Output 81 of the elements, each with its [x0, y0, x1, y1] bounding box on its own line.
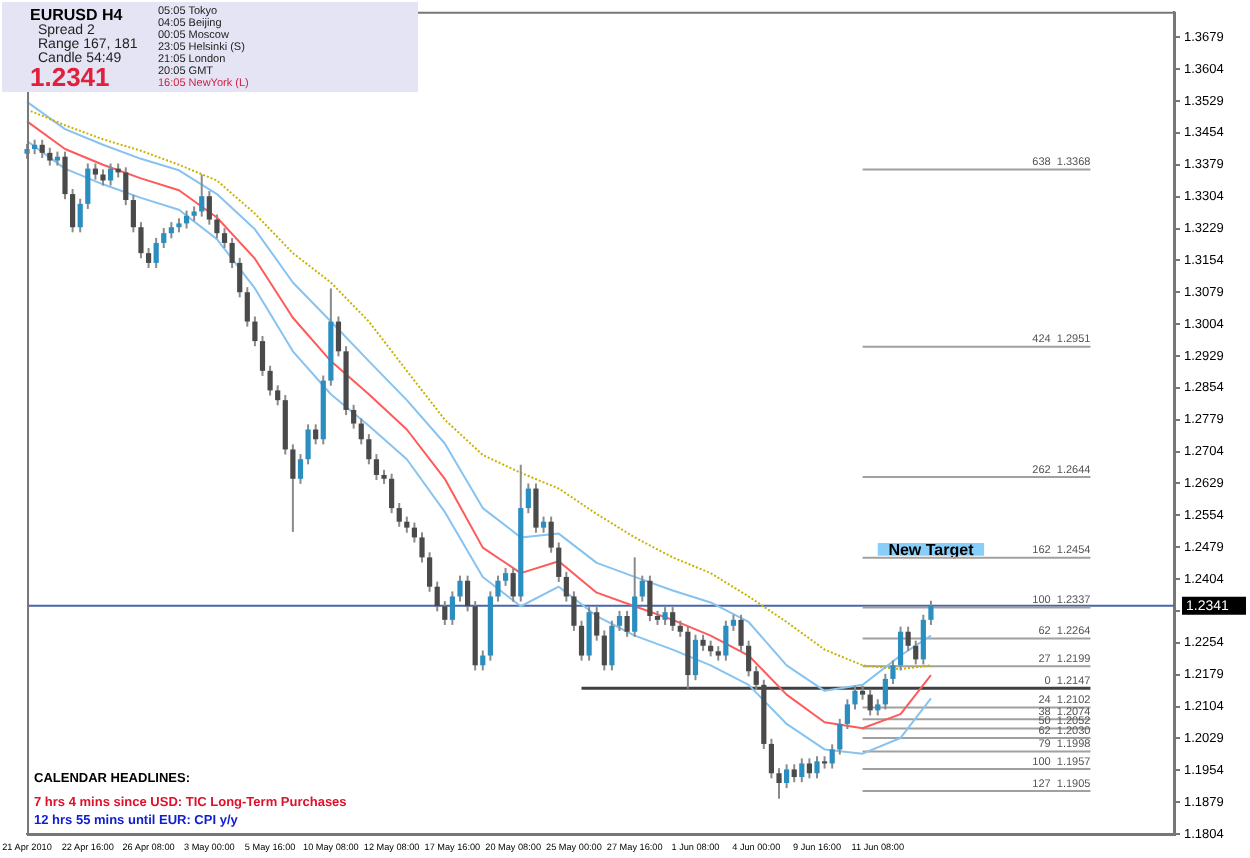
candlestick: [290, 443, 296, 533]
candlestick: [738, 613, 744, 652]
candlestick: [427, 551, 433, 593]
candlestick: [837, 717, 843, 756]
candlestick: [275, 384, 281, 407]
candlestick: [533, 482, 539, 534]
candlestick: [495, 574, 501, 603]
candlestick: [639, 574, 645, 603]
candlestick: [692, 633, 699, 682]
candlestick: [768, 737, 775, 780]
candlestick: [806, 757, 812, 780]
candlestick: [313, 423, 319, 446]
candlestick: [161, 227, 167, 250]
candlestick: [829, 743, 835, 770]
candlestick: [647, 574, 653, 623]
candlestick: [85, 162, 91, 210]
candlestick: [237, 256, 243, 299]
candlestick: [373, 453, 380, 482]
candlestick: [632, 556, 638, 638]
candlestick: [548, 515, 554, 554]
candlestick: [123, 166, 129, 207]
candlestick: [214, 213, 220, 240]
candlestick: [920, 613, 926, 666]
candlestick: [609, 619, 615, 672]
candlestick: [624, 609, 630, 638]
candlestick: [252, 315, 258, 348]
candlestick: [153, 236, 159, 270]
candlestick: [244, 286, 250, 328]
candlestick: [335, 315, 342, 358]
candlestick: [784, 763, 790, 790]
candlestick: [928, 599, 934, 626]
candlestick: [77, 197, 83, 234]
candlestick: [890, 659, 896, 686]
candlestick: [358, 417, 364, 446]
candlestick: [913, 639, 919, 666]
candlestick: [586, 606, 592, 662]
candlestick: [905, 625, 911, 652]
candlestick: [571, 590, 577, 632]
candlestick: [746, 639, 752, 678]
candlestick: [138, 221, 144, 260]
candlestick: [297, 453, 304, 485]
candlestick: [419, 531, 425, 564]
candlestick: [594, 606, 600, 642]
candlestick: [199, 173, 205, 218]
chart-title: EURUSD H4: [30, 6, 123, 24]
candlestick: [799, 757, 805, 784]
candlestick: [616, 609, 623, 632]
candlestick: [563, 570, 569, 603]
candlestick: [723, 619, 729, 662]
candlestick: [449, 590, 455, 626]
candlestick: [434, 580, 440, 613]
candlestick: [457, 574, 463, 603]
candlestick: [814, 755, 820, 780]
candlestick: [70, 187, 76, 234]
candlestick: [897, 625, 904, 672]
candlestick: [844, 698, 850, 731]
candlestick: [62, 150, 68, 201]
candlestick: [601, 629, 607, 672]
candlestick: [229, 236, 235, 270]
annotation: 1.2341: [30, 62, 110, 92]
candlestick: [221, 227, 228, 250]
candlestick: [389, 472, 395, 515]
candlestick: [305, 423, 311, 466]
candlestick: [206, 190, 212, 226]
candlestick: [351, 403, 357, 430]
candlestick: [776, 767, 782, 800]
candlestick: [525, 482, 531, 515]
candlestick: [670, 606, 676, 632]
candlestick: [145, 247, 152, 270]
band-label: New Target: [888, 540, 975, 559]
candlestick: [556, 541, 562, 584]
candlestick: [366, 433, 372, 466]
candlestick: [130, 193, 136, 234]
candlestick: [882, 672, 888, 711]
candlestick: [442, 600, 448, 626]
candlestick: [464, 574, 471, 613]
candlestick: [396, 502, 402, 528]
candlestick: [852, 684, 858, 711]
candlestick: [578, 619, 585, 662]
candlestick: [39, 138, 45, 159]
candlestick: [510, 567, 516, 603]
